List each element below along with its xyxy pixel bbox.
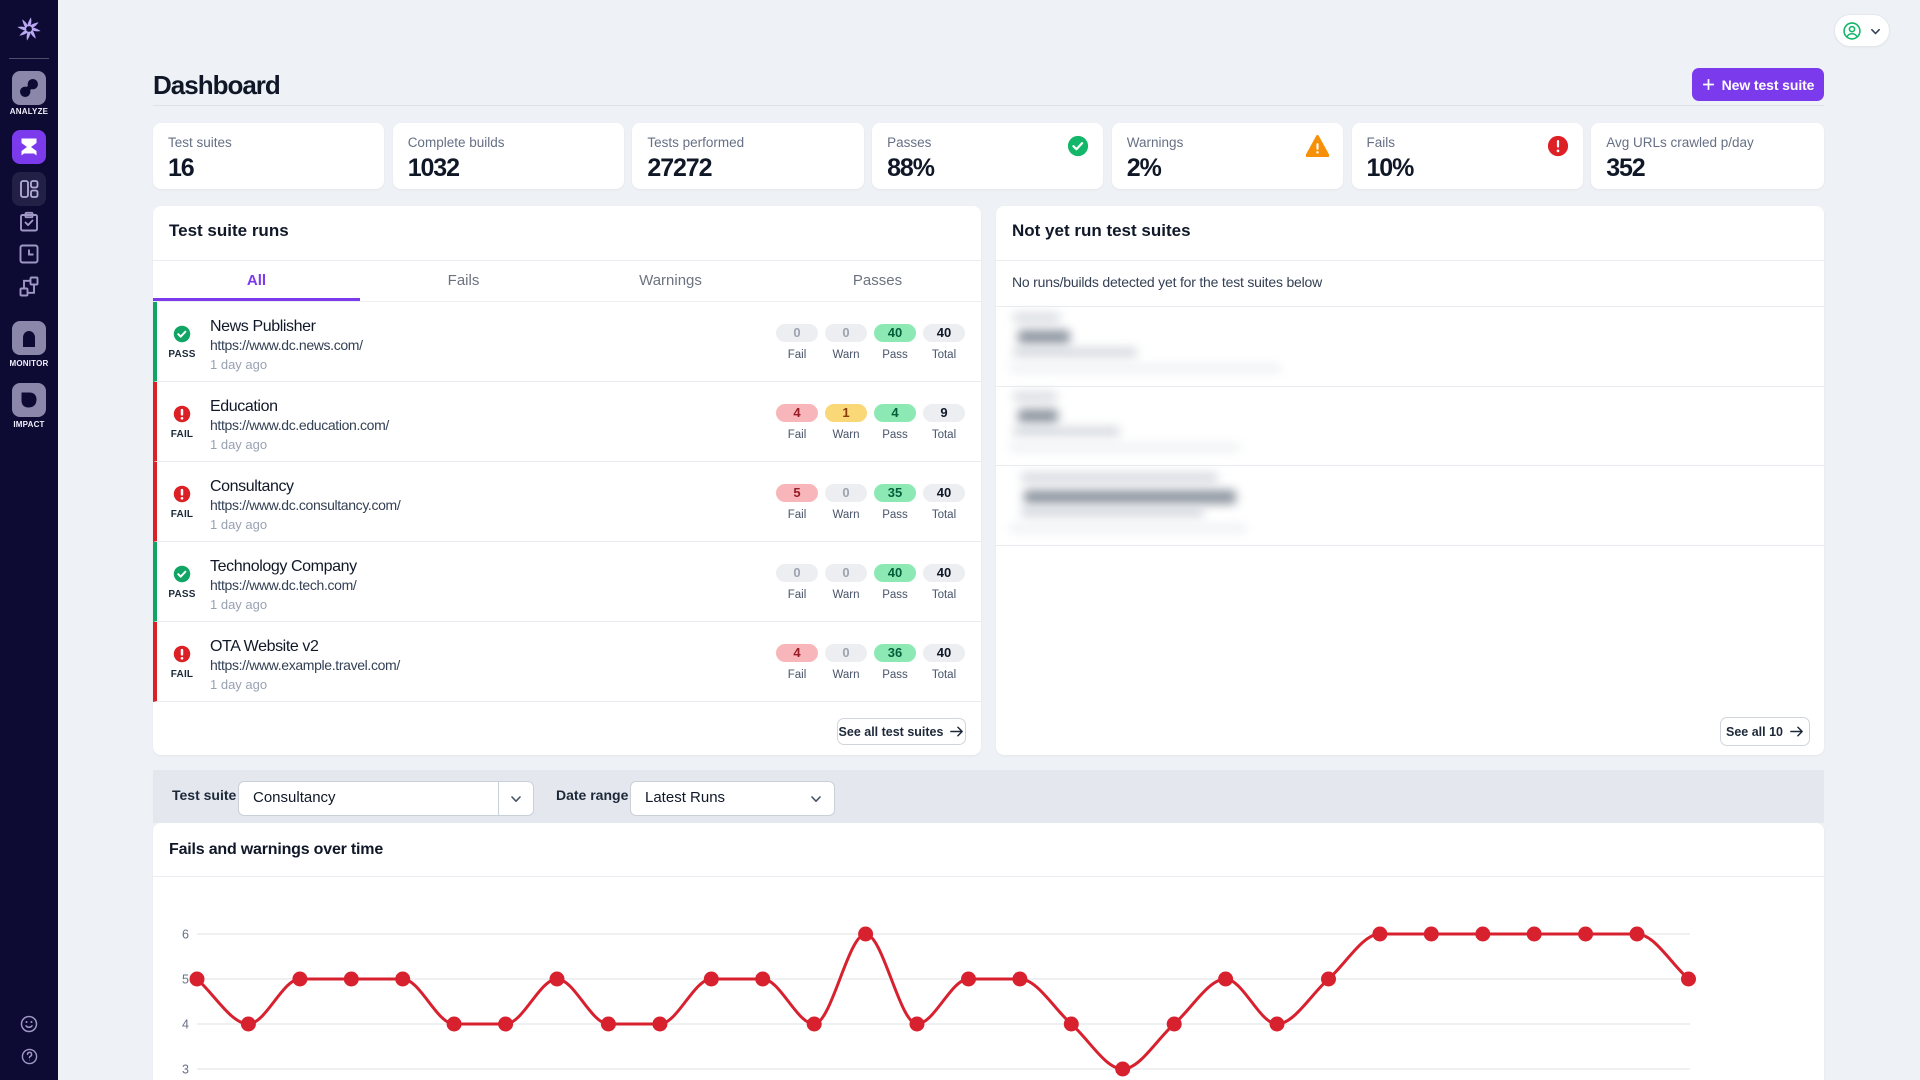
- svg-text:5: 5: [182, 973, 189, 987]
- svg-text:3: 3: [182, 1063, 189, 1077]
- svg-text:6: 6: [182, 928, 189, 942]
- svg-text:4: 4: [182, 1018, 189, 1032]
